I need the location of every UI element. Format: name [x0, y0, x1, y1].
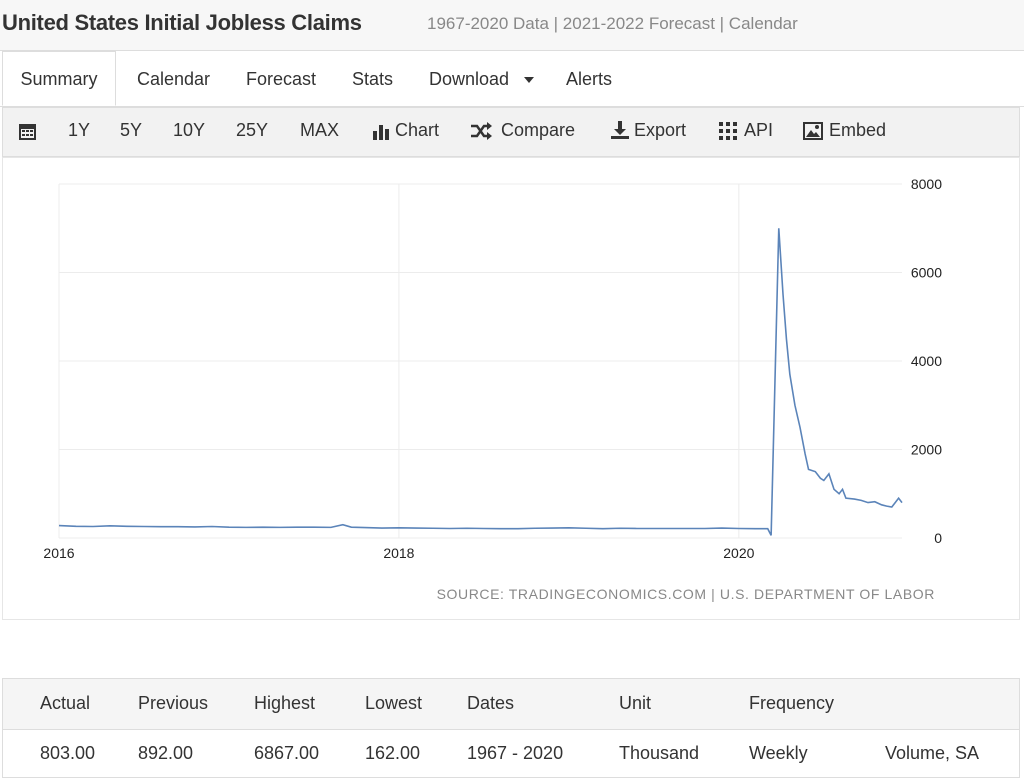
page-title: United States Initial Jobless Claims [2, 10, 362, 35]
table-cell: Volume, SA [885, 743, 980, 763]
dropdown-caret [524, 77, 534, 83]
calendar-icon[interactable] [18, 121, 38, 141]
range-button[interactable]: 10Y [173, 120, 206, 140]
table-cell: 6867.00 [254, 743, 320, 763]
tab[interactable]: Stats [352, 69, 394, 89]
range-button[interactable]: 5Y [120, 120, 143, 140]
tab[interactable]: Alerts [566, 69, 613, 89]
export-button[interactable]: Export [634, 120, 687, 140]
tab[interactable]: Summary [2, 51, 116, 106]
y-tick-label: 8000 [911, 176, 942, 192]
y-tick-label: 0 [934, 530, 942, 546]
table-cell: 162.00 [365, 743, 421, 763]
y-tick-label: 2000 [911, 442, 942, 458]
chart-icon [373, 125, 389, 140]
embed-icon [803, 122, 823, 140]
toolbar: 1Y 5Y 10Y 25Y MAX Chart Compare Export A… [2, 107, 1020, 157]
tab[interactable]: Download [429, 69, 510, 89]
api-icon [719, 122, 737, 140]
range-button[interactable]: 25Y [236, 120, 269, 140]
chart: SOURCE: TRADINGECONOMICS.COM | U.S. DEPA… [43, 176, 942, 602]
table-cell: 803.00 [40, 743, 96, 763]
chart-source: SOURCE: TRADINGECONOMICS.COM | U.S. DEPA… [437, 586, 935, 602]
table-header-cell: Lowest [365, 693, 423, 713]
y-tick-label: 6000 [911, 265, 942, 281]
table-cell: 892.00 [138, 743, 194, 763]
table-header-cell: Dates [467, 693, 515, 713]
table-header-cell: Previous [138, 693, 209, 713]
table-header-cell: Actual [40, 693, 91, 713]
data-line [58, 228, 903, 536]
page-subtitle: 1967-2020 Data | 2021-2022 Forecast | Ca… [427, 14, 798, 33]
export-icon [611, 121, 629, 139]
embed-button[interactable]: Embed [829, 120, 887, 140]
x-tick-label: 2020 [723, 545, 754, 561]
table-cell: Weekly [749, 743, 808, 763]
tab-bar: Summary Calendar Forecast Stats Download… [0, 51, 1024, 107]
summary-table: Actual Previous Highest Lowest Dates Unit Freq… [2, 678, 1020, 778]
table-header-cell: Unit [619, 693, 652, 713]
compare-icon [471, 122, 492, 140]
api-button[interactable]: API [744, 120, 774, 140]
header: United States Initial Jobless Claims 196… [0, 0, 1024, 51]
table-cell: 1967 - 2020 [467, 743, 564, 763]
range-button[interactable]: 1Y [68, 120, 91, 140]
table-header [3, 679, 1019, 730]
range-button[interactable]: MAX [300, 120, 340, 140]
tab[interactable]: Calendar [137, 69, 211, 89]
tab[interactable]: Forecast [246, 69, 317, 89]
x-tick-label: 2018 [383, 545, 414, 561]
x-tick-label: 2016 [43, 545, 74, 561]
table-cell: Thousand [619, 743, 700, 763]
chart-button[interactable]: Chart [395, 120, 440, 140]
y-tick-label: 4000 [911, 353, 942, 369]
table-header-cell: Frequency [749, 693, 835, 713]
chart-container: SOURCE: TRADINGECONOMICS.COM | U.S. DEPA… [2, 157, 1020, 620]
compare-button[interactable]: Compare [501, 120, 576, 140]
table-header-cell: Highest [254, 693, 316, 713]
